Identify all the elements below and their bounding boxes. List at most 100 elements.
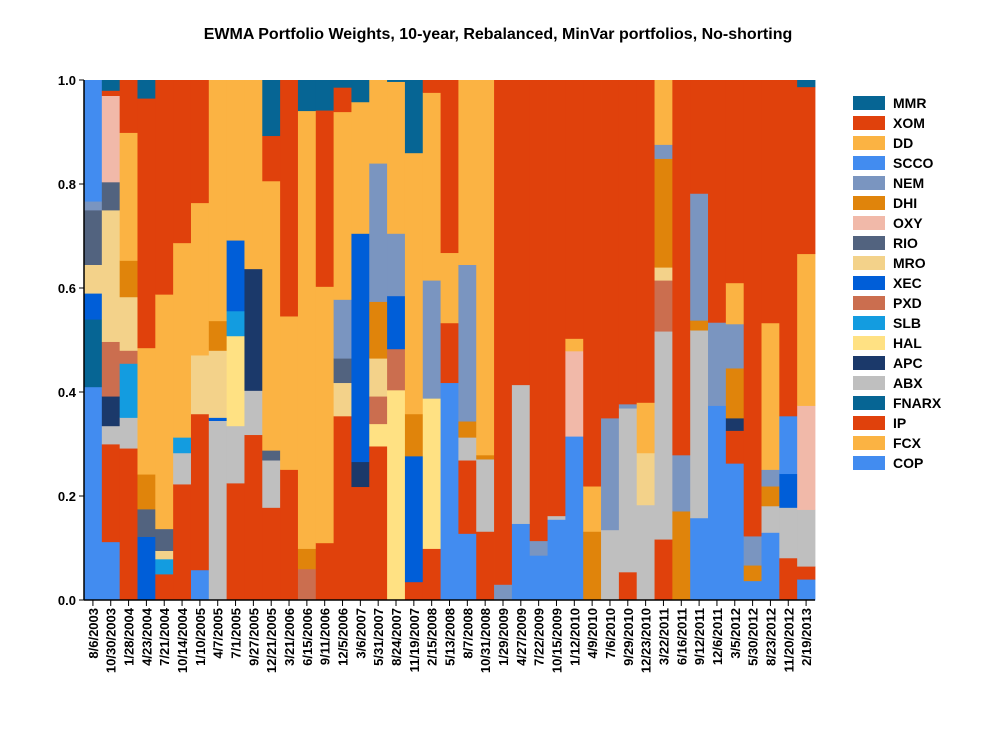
- bar-segment-ip: [369, 446, 388, 601]
- bar-segment-nem: [618, 403, 638, 409]
- x-tick-label: 10/31/2008: [478, 608, 493, 673]
- x-tick-label: 3/21/2006: [282, 608, 297, 666]
- bar-segment-slb: [119, 363, 138, 418]
- bar-segment-pxd: [119, 350, 138, 364]
- x-tick-label: 6/15/2006: [300, 608, 315, 666]
- bar-segment-dd: [725, 282, 745, 325]
- bar-segment-ip: [119, 448, 138, 601]
- bar-segment-nem: [369, 163, 388, 302]
- bar-segment-xom: [440, 80, 459, 254]
- bar-segment-oxy: [797, 405, 816, 510]
- bar-segment-ip: [404, 581, 424, 601]
- bar-segment-xom: [761, 80, 780, 324]
- legend-label-ip: IP: [893, 415, 906, 431]
- bar-segment-dd: [208, 80, 228, 322]
- bar-segment-abx: [226, 425, 245, 484]
- x-tick-label: 7/21/2004: [157, 607, 172, 666]
- bar-segment-xom: [511, 80, 531, 386]
- bar-segment-mmr: [315, 80, 335, 111]
- bar-segment-ip: [440, 322, 459, 384]
- legend-swatch-xec: [853, 276, 885, 290]
- bar-segment-dd: [315, 286, 335, 544]
- legend-label-hal: HAL: [893, 335, 922, 351]
- bar-segment-dd: [226, 80, 245, 241]
- bar-segment-nem: [725, 323, 745, 369]
- bar-segment-abx: [101, 425, 121, 445]
- bar-segment-cop: [529, 555, 548, 601]
- bar-segment-dhi: [297, 548, 317, 570]
- bar-segment-cop: [190, 569, 210, 601]
- bar-segment-xom: [529, 80, 548, 542]
- bar-segment-oxy: [101, 95, 121, 183]
- bar-segment-xec: [208, 417, 228, 421]
- bar-segment-ip: [476, 531, 495, 601]
- bar-segment-dhi: [476, 454, 495, 460]
- bar-segment-cop: [101, 541, 121, 601]
- bar-segment-dd: [387, 81, 406, 234]
- legend-swatch-abx: [853, 376, 885, 390]
- bar-segment-cop: [84, 386, 103, 601]
- bar-segment-abx: [779, 507, 798, 559]
- bar-segment-rio: [84, 210, 103, 265]
- bar-segment-abx: [618, 408, 638, 573]
- bar-segment-mmr: [262, 80, 281, 137]
- legend-swatch-rio: [853, 236, 885, 250]
- bar-segment-cop: [743, 580, 762, 601]
- bar-segment-nem: [672, 454, 691, 512]
- bar-segment-abx: [208, 420, 228, 601]
- bar-segment-xom: [262, 135, 281, 182]
- bar-segment-dd: [583, 486, 602, 532]
- y-tick-label: 0.0: [58, 593, 76, 608]
- legend-swatch-slb: [853, 316, 885, 330]
- legend-label-fnarx: FNARX: [893, 395, 942, 411]
- bar-segment-xec: [351, 233, 370, 463]
- x-tick-label: 3/6/2007: [353, 608, 368, 659]
- bar-segment-dhi: [725, 368, 745, 419]
- bar-segment-dd: [369, 80, 388, 164]
- x-tick-label: 9/29/2010: [621, 608, 636, 666]
- bars-group: [84, 80, 816, 601]
- axes-group: 0.0 0.2 0.4 0.6 0.8 1.0 8/6/2003 10/30/2003 1/28…: [58, 73, 815, 673]
- x-tick-label: 2/15/2008: [425, 608, 440, 666]
- bar-segment-xom: [315, 110, 335, 287]
- bar-segment-hal: [369, 423, 388, 447]
- bar-segment-cop: [458, 533, 477, 601]
- bar-segment-ip: [101, 444, 121, 543]
- bar-segment-dd: [173, 242, 192, 438]
- bar-segment-mmr: [351, 80, 370, 103]
- bar-segment-xom: [797, 86, 816, 255]
- bar-segment-mro: [654, 267, 673, 281]
- legend-label-dhi: DHI: [893, 195, 917, 211]
- bar-segment-ip: [173, 484, 192, 601]
- x-tick-label: 8/6/2003: [86, 608, 101, 659]
- legend-label-pxd: PXD: [893, 295, 922, 311]
- bar-segment-xom: [601, 80, 620, 419]
- legend-label-cop: COP: [893, 455, 923, 471]
- bar-segment-ip: [190, 413, 210, 571]
- bar-segment-dhi: [761, 486, 780, 507]
- legend-label-scco: SCCO: [893, 155, 934, 171]
- bar-segment-ip: [333, 415, 352, 601]
- bar-segment-cop: [511, 523, 531, 601]
- bar-segment-ip: [262, 507, 281, 601]
- bar-segment-ip: [315, 542, 335, 601]
- legend-label-xom: XOM: [893, 115, 925, 131]
- bar-segment-abx: [173, 452, 192, 485]
- bar-segment-xom: [101, 90, 121, 96]
- bar-segment-ip: [725, 430, 745, 464]
- x-tick-label: 7/22/2009: [532, 608, 547, 666]
- bar-segment-dd: [333, 111, 352, 300]
- bar-segment-apc: [725, 418, 745, 431]
- legend-label-nem: NEM: [893, 175, 924, 191]
- legend-swatch-oxy: [853, 216, 885, 230]
- bar-segment-mro: [333, 382, 352, 417]
- bar-segment-rio: [333, 358, 352, 384]
- legend-swatch-ip: [853, 416, 885, 430]
- bar-segment-dhi: [743, 565, 762, 582]
- bar-segment-xec: [387, 295, 406, 350]
- bar-segment-xom: [725, 80, 745, 284]
- legend-swatch-pxd: [853, 296, 885, 310]
- x-tick-label: 11/19/2007: [407, 608, 422, 672]
- bar-segment-pxd: [654, 280, 673, 332]
- bar-segment-ip: [351, 486, 370, 601]
